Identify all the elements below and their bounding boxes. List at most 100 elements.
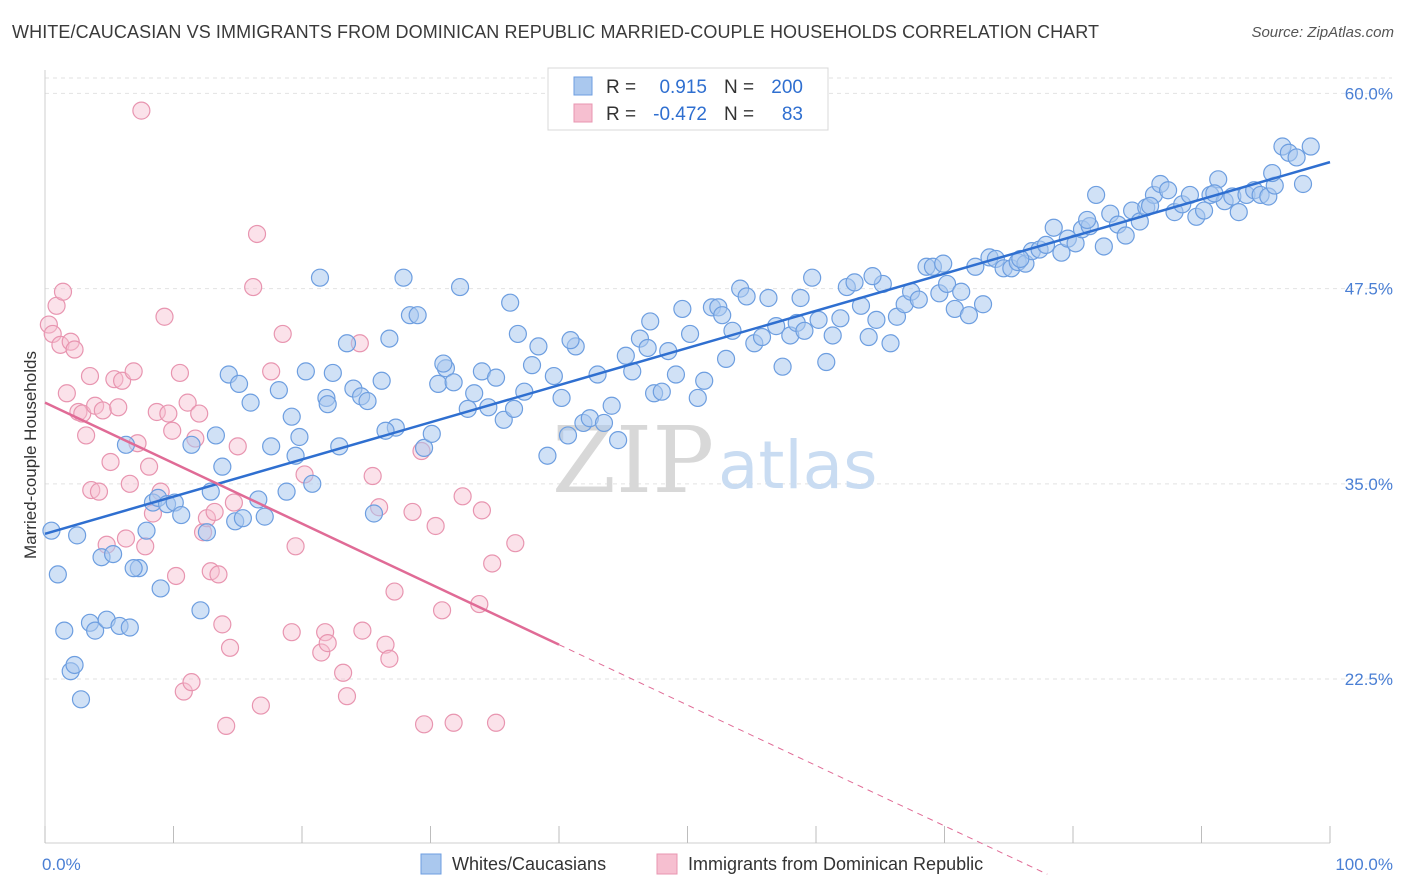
- whites-point-59: [444, 373, 463, 392]
- x-tick-label-1: 100.0%: [1335, 855, 1393, 874]
- dominican-point-23: [124, 362, 143, 381]
- whites-point-182: [151, 579, 170, 598]
- dominican-point-55: [273, 324, 292, 344]
- dominican-point-14: [89, 482, 109, 501]
- whites-point-55: [414, 438, 434, 458]
- whites-point-112: [823, 326, 842, 345]
- dominican-point-54: [262, 362, 281, 381]
- dominican-point-38: [182, 673, 201, 692]
- whites-point-105: [773, 357, 792, 376]
- whites-point-150: [1094, 237, 1113, 256]
- dominican-point-37: [178, 393, 197, 412]
- whites-point-50: [380, 329, 399, 348]
- dominican-point-57: [286, 537, 305, 556]
- whites-point-39: [303, 474, 322, 493]
- whites-point-72: [538, 446, 557, 465]
- dominican-point-61: [318, 634, 337, 653]
- dominican-point-68: [376, 635, 395, 654]
- whites-point-187: [434, 354, 453, 373]
- dominican-point-17: [101, 452, 120, 472]
- whites-point-81: [602, 396, 621, 415]
- legend-n-label-1: N =: [724, 77, 754, 98]
- dominican-point-50: [228, 437, 247, 456]
- whites-point-100: [737, 287, 756, 306]
- dominican-point-51: [244, 277, 263, 297]
- dominican-point-73: [414, 715, 434, 734]
- x-tick-marks: [44, 826, 1331, 843]
- whites-point-30: [241, 393, 260, 412]
- dominican-point-21: [116, 529, 136, 548]
- whites-point-194: [934, 254, 953, 273]
- y-tick-label-3: 60.0%: [1345, 84, 1393, 103]
- whites-point-180: [68, 526, 87, 545]
- bottom-legend-swatch-pink: [656, 853, 678, 875]
- whites-point-10: [104, 545, 123, 564]
- whites-point-23: [197, 523, 217, 542]
- whites-point-54: [408, 306, 427, 325]
- whites-point-2: [55, 621, 74, 640]
- whites-point-103: [759, 288, 778, 308]
- dominican-point-74: [426, 516, 445, 536]
- whites-point-25: [206, 426, 226, 445]
- dominican-point-11: [80, 366, 100, 386]
- whites-point-83: [616, 346, 635, 365]
- whites-point-29: [233, 509, 252, 528]
- whites-point-102: [752, 327, 772, 347]
- whites-point-164: [1194, 201, 1214, 220]
- dominican-point-10: [77, 426, 96, 445]
- whites-point-178: [1293, 174, 1313, 194]
- whites-point-20: [172, 505, 191, 525]
- dominican-point-53: [251, 696, 270, 715]
- whites-point-49: [372, 371, 391, 390]
- dominican-point-77: [453, 487, 472, 506]
- whites-point-153: [1116, 226, 1135, 245]
- dominican-point-18: [105, 370, 124, 389]
- dominican-point-47: [217, 716, 236, 735]
- y-tick-labels: 22.5% 35.0% 47.5% 60.0%: [1345, 84, 1393, 689]
- whites-point-68: [508, 324, 527, 344]
- dominican-point-29: [147, 402, 166, 422]
- whites-point-159: [1158, 181, 1178, 200]
- dominican-point-26: [136, 537, 155, 556]
- whites-point-75: [558, 426, 578, 445]
- whites-point-57: [429, 374, 448, 393]
- whites-point-196: [1078, 210, 1097, 230]
- whites-point-192: [791, 288, 810, 308]
- dominican-point-81: [486, 713, 506, 732]
- dominican-point-82: [506, 534, 525, 553]
- whites-point-37: [290, 427, 309, 447]
- dominican-point-45: [209, 565, 228, 584]
- dominican-point-33: [163, 421, 182, 440]
- dominican-point-65: [353, 621, 372, 640]
- legend-r-value-1: 0.915: [659, 77, 707, 98]
- whites-point-22: [191, 601, 210, 620]
- whites-point-4: [65, 655, 84, 675]
- dominican-point-7: [65, 340, 84, 359]
- whites-point-118: [867, 310, 886, 329]
- whites-point-42: [323, 363, 342, 383]
- dominican-point-25: [132, 101, 151, 120]
- whites-point-110: [809, 310, 828, 329]
- dominican-point-60: [316, 623, 335, 642]
- dominican-point-71: [403, 502, 422, 522]
- dominican-point-19: [109, 398, 128, 417]
- legend-n-value-1: 200: [771, 77, 803, 98]
- dominican-point-31: [155, 307, 174, 326]
- whites-point-189: [561, 331, 580, 350]
- whites-point-15: [137, 521, 156, 540]
- dominican-point-46: [213, 615, 232, 634]
- dominican-point-5: [57, 384, 76, 403]
- dominican-point-79: [472, 501, 491, 520]
- whites-point-179: [1301, 137, 1320, 156]
- whites-point-120: [881, 334, 900, 353]
- whites-point-124: [909, 290, 928, 309]
- dominican-point-40: [190, 404, 209, 423]
- whites-point-1: [48, 565, 67, 584]
- whites-point-133: [973, 295, 993, 314]
- bottom-legend: Whites/Caucasians Immigrants from Domini…: [420, 853, 983, 875]
- whites-point-94: [695, 371, 714, 390]
- watermark-atlas: atlas: [718, 427, 878, 504]
- dominican-point-35: [170, 363, 190, 383]
- bottom-legend-label-dominican: Immigrants from Dominican Republic: [688, 854, 983, 874]
- dominican-point-63: [337, 687, 357, 706]
